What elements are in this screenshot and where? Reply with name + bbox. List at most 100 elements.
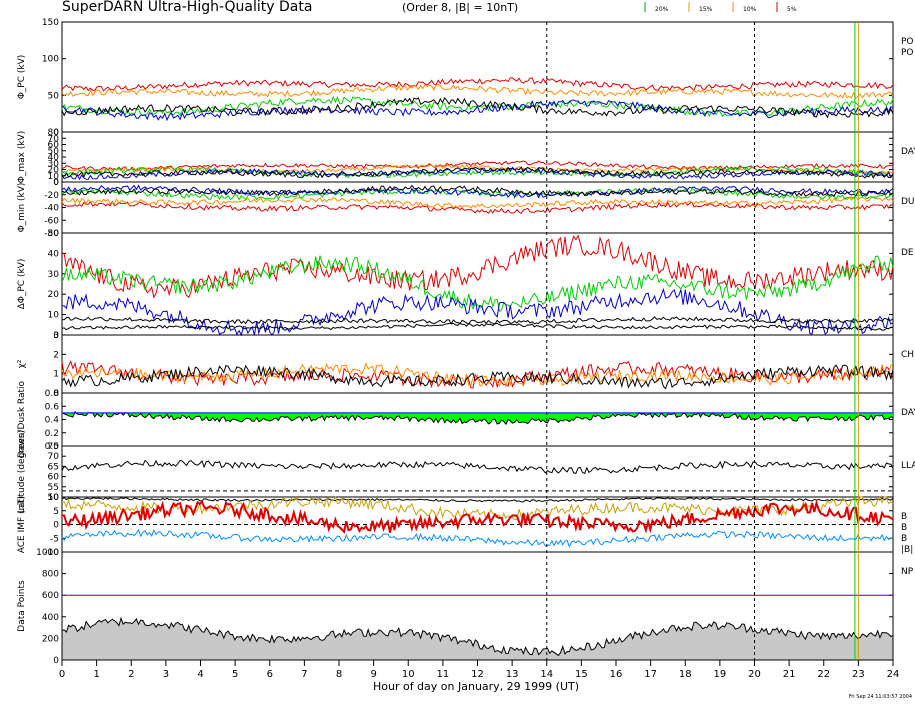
y-tick-label: 0 (53, 128, 59, 138)
y-tick-label: 10 (48, 493, 60, 503)
panel-right-label: NP (901, 567, 914, 577)
y-tick-label: -40 (44, 204, 59, 214)
y-tick-label: 1000 (36, 548, 59, 558)
series-line (61, 316, 894, 325)
y-tick-label: 50 (48, 493, 60, 503)
y-tick-label: 200 (42, 634, 59, 644)
x-tick-label: 23 (852, 669, 865, 680)
y-tick-label: 5 (53, 507, 59, 517)
series-line (61, 195, 894, 209)
x-tick-label: 22 (817, 669, 830, 680)
y-tick-label: 2 (53, 350, 59, 360)
series-line (61, 528, 894, 548)
x-tick-label: 9 (370, 669, 376, 680)
y-tick-label: -20 (44, 191, 59, 201)
x-tick-label: 7 (301, 669, 307, 680)
x-tick-label: 18 (679, 669, 692, 680)
y-tick-label: 50 (48, 229, 60, 239)
x-tick-label: 11 (437, 669, 450, 680)
y-tick-label: 400 (42, 613, 59, 623)
y-tick-label: 150 (42, 18, 59, 28)
legend-label: 10% (743, 6, 757, 13)
series-line (61, 364, 894, 390)
x-tick-label: 4 (197, 669, 203, 680)
y-axis-label: Φ_PC (kV) (17, 55, 27, 100)
chart-title: SuperDARN Ultra-High-Quality Data (62, 0, 312, 15)
panel-right-label: B (901, 534, 907, 544)
x-tick-label: 12 (471, 669, 484, 680)
y-tick-label: 50 (48, 91, 60, 101)
y-axis-label: Latitude (degrees) (17, 430, 27, 513)
y-tick-label: 70 (48, 134, 60, 144)
series-line (61, 83, 894, 99)
y-axis-label: ACE IMF (nT) (17, 496, 27, 554)
y-tick-label: -5 (50, 534, 59, 544)
y-tick-label: 0 (53, 331, 59, 341)
x-tick-label: 2 (128, 669, 134, 680)
series-line (61, 187, 894, 201)
panel-phi_min: -80 -60 -40 -20 0 Φ_min (kV) DU (17, 178, 915, 239)
data-area (61, 616, 894, 661)
y-tick-label: 40 (48, 249, 60, 259)
x-tick-label: 24 (887, 669, 900, 680)
y-tick-label: 60 (48, 141, 60, 151)
legend-label: 5% (787, 6, 797, 13)
x-tick-label: 5 (232, 669, 238, 680)
y-tick-label: 60 (48, 473, 60, 483)
panel-frame (61, 445, 894, 498)
panel-right-label: |B| (901, 545, 913, 555)
y-tick-label: 100 (42, 55, 59, 65)
y-tick-label: 10 (48, 172, 60, 182)
y-tick-label: 20 (48, 166, 60, 176)
panel-right-label: DAY (901, 147, 915, 157)
x-tick-label: 13 (506, 669, 519, 680)
y-tick-label: 55 (48, 483, 59, 493)
panel-right-label: DU (901, 197, 915, 207)
x-tick-label: 16 (610, 669, 623, 680)
y-tick-label: 0.6 (45, 402, 60, 412)
x-tick-label: 6 (267, 669, 273, 680)
series-line (61, 200, 894, 214)
y-tick-label: 80 (48, 128, 60, 138)
y-tick-label: 75 (48, 442, 59, 452)
y-tick-label: 0 (53, 656, 59, 666)
x-tick-label: 0 (59, 669, 65, 680)
panel-right-label: PO (901, 37, 914, 47)
y-tick-label: 65 (48, 462, 59, 472)
x-tick-label: 19 (714, 669, 727, 680)
y-tick-label: -80 (44, 229, 59, 239)
y-tick-label: 3 (53, 331, 59, 341)
x-tick-label: 15 (575, 669, 588, 680)
panel-right-label: DAY (901, 408, 915, 418)
series-line (61, 167, 894, 181)
x-tick-label: 17 (644, 669, 657, 680)
panel-right-label: DE (901, 248, 914, 258)
legend-label: 15% (699, 6, 713, 13)
y-tick-label: -10 (44, 548, 59, 558)
panel-right-label: B (901, 523, 907, 533)
x-axis-label: Hour of day on January, 29 1999 (UT) (373, 680, 579, 693)
y-tick-label: 0.0 (45, 442, 60, 452)
y-axis-label: Data Points (17, 580, 27, 632)
legend: 20% 15% 10% 5% (644, 2, 797, 13)
y-tick-label: 30 (48, 159, 60, 169)
y-axis-label: Φ_max (kV) (17, 131, 27, 183)
y-tick-label: 0.8 (45, 389, 60, 399)
series-line (61, 496, 894, 503)
y-tick-label: 600 (42, 591, 59, 601)
y-axis-label: Dawn/Dusk Ratio (17, 380, 27, 458)
y-tick-label: 20 (48, 290, 60, 300)
x-tick-label: 21 (783, 669, 796, 680)
y-axis-label: ΔΦ_PC (kV) (17, 259, 27, 310)
x-axis: 0 1 2 3 4 5 6 7 8 9 10 11 12 13 14 15 16 17 18 19 20 21 22 23 24 (59, 22, 900, 680)
panel-right-label: LLA (901, 461, 915, 471)
panel-chi2: 0 1 2 3 χ² CH (17, 331, 914, 399)
timestamp: Fri Sep 24 11:03:57 2004 (849, 694, 912, 700)
y-tick-label: 40 (48, 153, 60, 163)
y-tick-label: 0 (53, 178, 59, 188)
y-tick-label: 10 (48, 311, 60, 321)
